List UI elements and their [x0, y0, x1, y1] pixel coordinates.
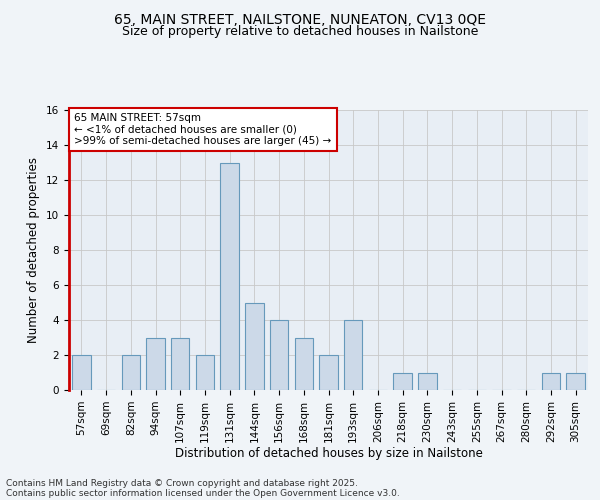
Bar [394, 372, 412, 390]
Bar [196, 355, 214, 390]
Bar [220, 162, 239, 390]
Text: Contains public sector information licensed under the Open Government Licence v3: Contains public sector information licen… [6, 488, 400, 498]
Bar [72, 355, 91, 390]
Bar [171, 338, 190, 390]
Bar [270, 320, 289, 390]
Bar [319, 355, 338, 390]
Bar [122, 355, 140, 390]
Bar [542, 372, 560, 390]
Bar [566, 372, 585, 390]
Bar [245, 302, 263, 390]
Text: Contains HM Land Registry data © Crown copyright and database right 2025.: Contains HM Land Registry data © Crown c… [6, 478, 358, 488]
Text: 65, MAIN STREET, NAILSTONE, NUNEATON, CV13 0QE: 65, MAIN STREET, NAILSTONE, NUNEATON, CV… [114, 12, 486, 26]
Text: Size of property relative to detached houses in Nailstone: Size of property relative to detached ho… [122, 25, 478, 38]
Bar [146, 338, 165, 390]
X-axis label: Distribution of detached houses by size in Nailstone: Distribution of detached houses by size … [175, 448, 482, 460]
Text: 65 MAIN STREET: 57sqm
← <1% of detached houses are smaller (0)
>99% of semi-deta: 65 MAIN STREET: 57sqm ← <1% of detached … [74, 113, 331, 146]
Y-axis label: Number of detached properties: Number of detached properties [28, 157, 40, 343]
Bar [418, 372, 437, 390]
Bar [295, 338, 313, 390]
Bar [344, 320, 362, 390]
